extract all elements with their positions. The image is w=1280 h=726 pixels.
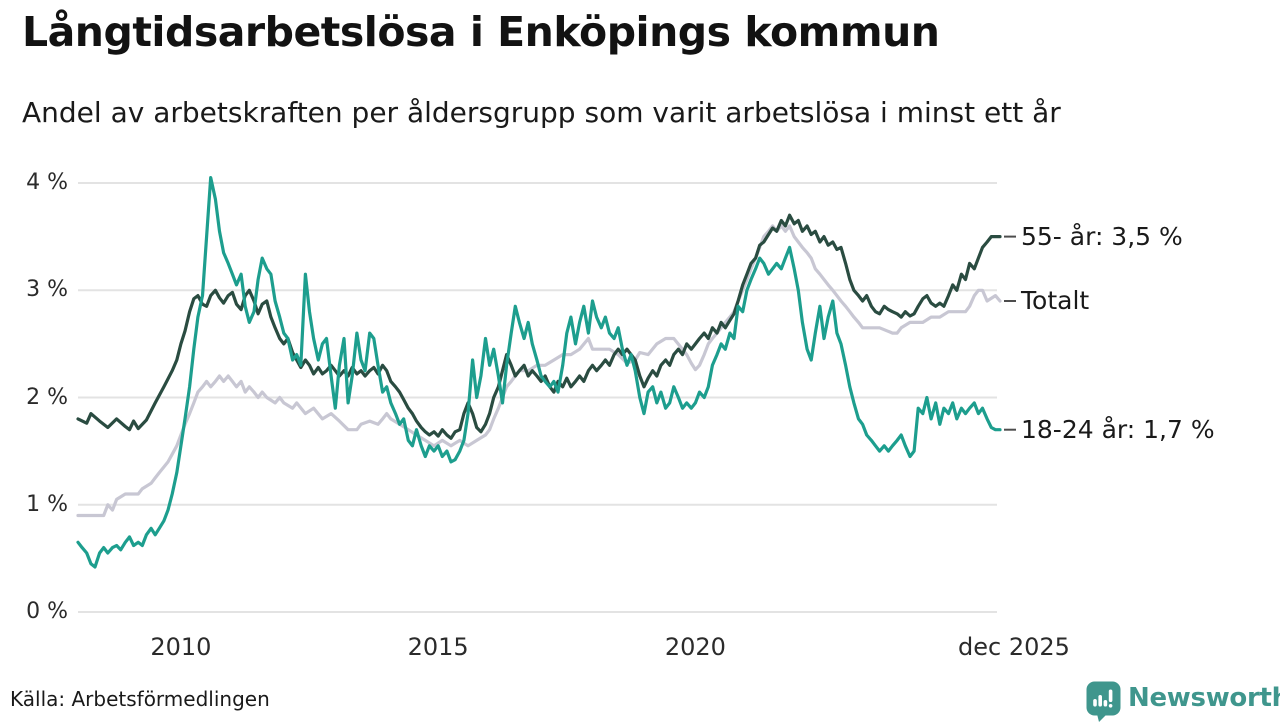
source-note: Källa: Arbetsförmedlingen bbox=[10, 687, 270, 711]
x-tick-label-2020: 2020 bbox=[664, 633, 726, 661]
x-tick-label-2015: 2015 bbox=[407, 633, 469, 661]
newsworthy-bubble-chart-icon bbox=[1086, 681, 1121, 726]
y-tick-label-4pct: 4 % bbox=[26, 170, 68, 195]
chart-title: Långtidsarbetslösa i Enköpings kommun bbox=[22, 8, 940, 56]
y-tick-label-1pct: 1 % bbox=[26, 491, 68, 517]
series-line-18-24-ar bbox=[76, 176, 1002, 569]
newsworthy-branding: Newsworthy bbox=[1086, 681, 1280, 726]
series-end-label-18-24-ar: 18-24 år: 1,7 % bbox=[1021, 414, 1215, 444]
y-tick-label-0pct: 0 % bbox=[26, 599, 68, 624]
chart-subtitle: Andel av arbetskraften per åldersgrupp s… bbox=[22, 96, 1061, 129]
y-tick-label-3pct: 3 % bbox=[26, 277, 68, 303]
newsworthy-logotype: Newsworthy bbox=[1128, 683, 1280, 713]
series-line-totalt bbox=[76, 224, 1002, 518]
x-tick-label-dec-2025: dec 2025 bbox=[958, 633, 1070, 661]
series-end-label-totalt: Totalt bbox=[1021, 285, 1090, 315]
series-end-label-55-ar: 55- år: 3,5 % bbox=[1021, 221, 1183, 251]
x-tick-label-2010: 2010 bbox=[150, 633, 212, 661]
y-tick-label-2pct: 2 % bbox=[26, 384, 68, 410]
